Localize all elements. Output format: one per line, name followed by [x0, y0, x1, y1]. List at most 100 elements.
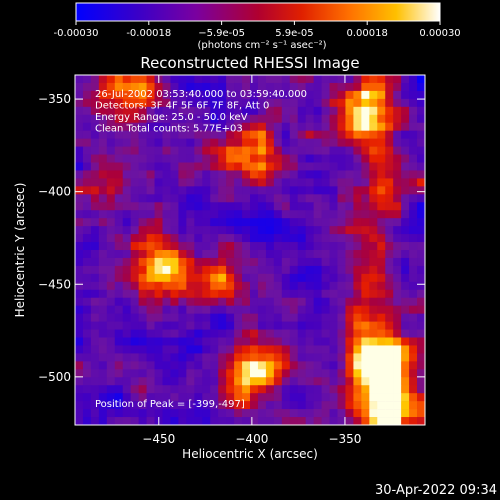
- heatmap-cell: [369, 337, 378, 346]
- heatmap-cell: [90, 377, 100, 386]
- heatmap-cell: [273, 313, 283, 322]
- colorbar-tick-label: −5.9e-05: [198, 28, 245, 39]
- heatmap-cell: [98, 273, 108, 283]
- heatmap-cell: [305, 281, 314, 291]
- heatmap-cell: [393, 162, 402, 171]
- heatmap-cell: [218, 114, 227, 124]
- heatmap-cell: [234, 361, 243, 370]
- heatmap-cell: [90, 401, 100, 410]
- heatmap-cell: [234, 98, 243, 108]
- heatmap-cell: [321, 130, 330, 139]
- heatmap-cell: [242, 234, 251, 243]
- heatmap-cell: [90, 178, 100, 187]
- heatmap-cell: [154, 337, 163, 346]
- heatmap-cell: [210, 289, 219, 299]
- heatmap-cell: [242, 297, 251, 306]
- heatmap-cell: [401, 313, 410, 322]
- heatmap-cell: [146, 361, 155, 370]
- heatmap-cell: [401, 170, 410, 179]
- heatmap-cell: [337, 297, 346, 306]
- heatmap-cell: [297, 106, 306, 116]
- heatmap-cell: [305, 265, 314, 275]
- heatmap-cell: [393, 313, 402, 322]
- heatmap-cell: [194, 329, 203, 338]
- heatmap-cell: [321, 226, 330, 235]
- heatmap-cell: [146, 218, 155, 227]
- heatmap-cell: [162, 218, 171, 227]
- heatmap-cell: [178, 242, 187, 251]
- heatmap-cell: [353, 353, 362, 362]
- heatmap-cell: [194, 234, 203, 243]
- heatmap-cell: [273, 369, 283, 378]
- heatmap-cell: [146, 250, 155, 259]
- heatmap-cell: [265, 321, 275, 330]
- colorbar-tick-label: -0.00018: [126, 28, 171, 39]
- heatmap-cell: [401, 202, 410, 211]
- heatmap-cell: [162, 257, 171, 267]
- heatmap-cell: [162, 297, 171, 306]
- heatmap-cell: [114, 409, 124, 418]
- heatmap-cell: [210, 98, 219, 108]
- heatmap-cell: [170, 257, 179, 267]
- heatmap-cell: [138, 329, 147, 338]
- heatmap-cell: [257, 234, 267, 243]
- heatmap-cell: [337, 218, 346, 227]
- heatmap-cell: [130, 337, 139, 346]
- heatmap-cell: [162, 106, 171, 116]
- heatmap-cell: [186, 401, 195, 410]
- heatmap-cell: [250, 138, 259, 147]
- heatmap-cell: [106, 321, 116, 330]
- heatmap-cell: [321, 186, 330, 195]
- heatmap-cell: [417, 273, 426, 283]
- heatmap-cell: [409, 377, 418, 386]
- heatmap-cell: [409, 90, 418, 100]
- heatmap-cell: [90, 194, 100, 203]
- heatmap-cell: [250, 130, 259, 139]
- heatmap-cell: [162, 385, 171, 394]
- heatmap-cell: [218, 82, 227, 92]
- heatmap-cell: [289, 289, 299, 299]
- heatmap-cell: [401, 162, 410, 171]
- heatmap-cell: [281, 281, 291, 291]
- heatmap-cell: [154, 162, 163, 171]
- heatmap-cell: [289, 226, 299, 235]
- heatmap-cell: [162, 210, 171, 219]
- heatmap-cell: [321, 417, 330, 426]
- heatmap-cell: [186, 242, 195, 251]
- heatmap-cell: [170, 75, 179, 84]
- heatmap-cell: [170, 106, 179, 116]
- heatmap-cell: [361, 417, 370, 426]
- heatmap-cell: [122, 82, 131, 92]
- heatmap-cell: [337, 313, 346, 322]
- heatmap-cell: [122, 138, 131, 147]
- heatmap-cell: [313, 250, 322, 259]
- heatmap-cell: [265, 353, 275, 362]
- heatmap-cell: [106, 226, 116, 235]
- peak-label: Position of Peak = [-399,-497]: [95, 399, 245, 410]
- heatmap-cell: [75, 377, 84, 386]
- heatmap-cell: [234, 242, 243, 251]
- heatmap-cell: [313, 337, 322, 346]
- heatmap-cell: [178, 313, 187, 322]
- heatmap-cell: [170, 321, 179, 330]
- heatmap-cell: [361, 170, 370, 179]
- heatmap-cell: [281, 186, 291, 195]
- heatmap-cell: [361, 297, 370, 306]
- heatmap-cell: [98, 305, 108, 314]
- heatmap-cell: [250, 417, 259, 426]
- heatmap-cell: [377, 361, 386, 370]
- heatmap-cell: [178, 250, 187, 259]
- heatmap-cell: [337, 250, 346, 259]
- heatmap-cell: [98, 337, 108, 346]
- heatmap-cell: [154, 377, 163, 386]
- heatmap-cell: [361, 289, 370, 299]
- heatmap-cell: [265, 369, 275, 378]
- heatmap-cell: [345, 226, 354, 235]
- heatmap-cell: [297, 242, 306, 251]
- heatmap-cell: [138, 281, 147, 291]
- heatmap-cell: [138, 385, 147, 394]
- heatmap-cell: [162, 98, 171, 108]
- heatmap-cell: [178, 194, 187, 203]
- heatmap-cell: [265, 162, 275, 171]
- heatmap-cell: [234, 377, 243, 386]
